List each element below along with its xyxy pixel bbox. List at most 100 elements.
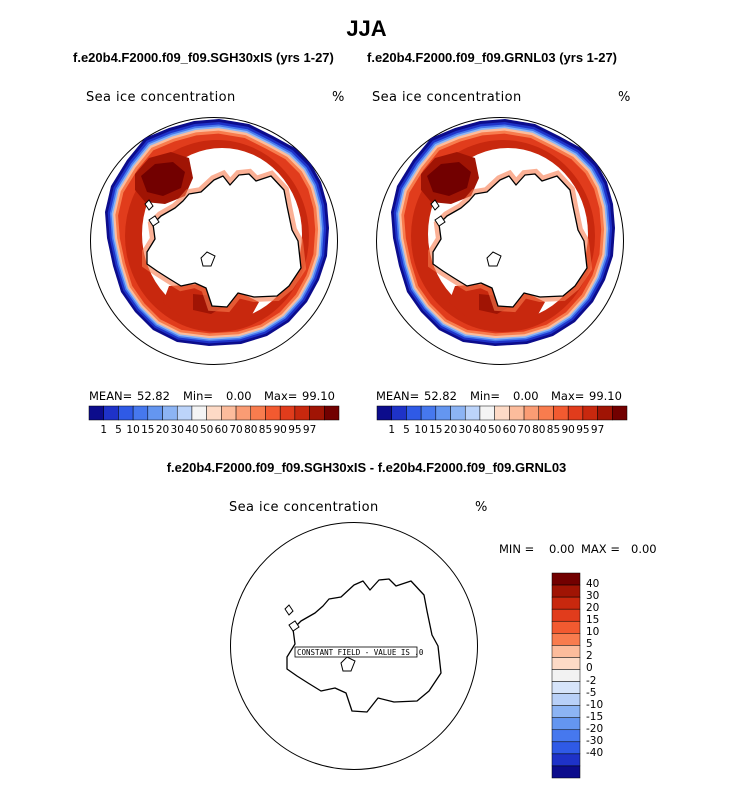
panel-2-colorbar-swatch-1	[391, 405, 407, 421]
panel-2-colorbar-swatch-16	[612, 405, 628, 421]
panel-2-map	[375, 116, 625, 366]
panel-1-min-value: 0.00	[226, 389, 252, 403]
panel-2-colorbar-tick-label: 5	[403, 424, 410, 436]
panel-2-colorbar-swatch-7	[479, 405, 495, 421]
diff-colorbar-swatch-7	[551, 657, 581, 670]
panel-2-island-1	[430, 199, 440, 211]
panel-2-colorbar-swatch-8	[494, 405, 510, 421]
diff-colorbar-swatch-15	[551, 753, 581, 767]
panel-1-colorbar-tick-label: 95	[288, 424, 302, 436]
panel-1-colorbar-tick-label: 90	[273, 424, 287, 436]
diff-map: CONSTANT FIELD - VALUE IS .0	[229, 521, 479, 771]
panel-2-colorbar-tick-label: 20	[443, 424, 458, 436]
diff-colorbar-swatch-2	[551, 596, 581, 610]
diff-colorbar-tick-label: -40	[586, 746, 604, 759]
panel-2-colorbar-tick-label: 97	[590, 424, 605, 436]
diff-colorbar-swatch-10	[551, 693, 581, 706]
panel-1-colorbar-swatch-13	[279, 405, 296, 421]
panel-2-colorbar-swatch-13	[567, 405, 584, 421]
panel-1-colorbar-swatch-3	[132, 405, 149, 421]
diff-colorbar-swatch-13	[551, 729, 581, 743]
diff-field-label: Sea ice concentration	[229, 500, 379, 515]
diff-max-label: MAX =	[581, 542, 620, 556]
diff-colorbar-tick-label: 2	[586, 650, 593, 663]
panel-2-colorbar-swatch-15	[597, 405, 613, 421]
panel-1-colorbar-swatch-1	[103, 405, 119, 421]
panel-1-colorbar-swatch-0	[88, 405, 104, 421]
panel-1-ice-weddell-core	[141, 162, 185, 196]
figure-title: JJA	[346, 16, 387, 41]
panel-1-colorbar-tick-label: 20	[155, 424, 170, 436]
panel-2-ice-weddell-core	[427, 162, 471, 196]
diff-colorbar-tick-label: -5	[586, 686, 597, 699]
panel-1-colorbar-swatch-6	[176, 405, 193, 421]
panel-2-min-value: 0.00	[513, 389, 539, 403]
panel-2-colorbar-tick-label: 10	[414, 424, 428, 436]
panel-1-colorbar-tick-label: 40	[185, 424, 199, 436]
panel-1-island-3	[200, 251, 216, 267]
panel-1-title: f.e20b4.F2000.f09_f09.SGH30xIS (yrs 1-27…	[73, 50, 334, 65]
panel-1-colorbar-swatch-8	[206, 405, 222, 421]
panel-1-colorbar-tick-label: 70	[229, 424, 243, 436]
panel-1-colorbar-swatch-10	[235, 405, 252, 421]
panel-2-colorbar-swatch-0	[376, 405, 392, 421]
diff-colorbar-swatch-14	[551, 741, 581, 755]
panel-1-units: %	[332, 90, 345, 105]
panel-2-colorbar-tick-label: 60	[502, 424, 517, 436]
diff-antarctica	[286, 578, 442, 713]
panel-2-colorbar-tick-label: 85	[546, 424, 561, 436]
panel-2-colorbar-swatch-11	[538, 405, 554, 421]
panel-2-max-value: 99.10	[589, 389, 622, 403]
panel-1-colorbar-tick-label: 97	[302, 424, 317, 436]
diff-colorbar-tick-label: 0	[586, 662, 593, 675]
panel-2-colorbar-swatch-14	[582, 405, 598, 421]
diff-colorbar-tick-label: 30	[586, 590, 600, 603]
panel-2-colorbar-tick-label: 40	[473, 424, 487, 436]
diff-colorbar-swatch-8	[551, 669, 581, 682]
panel-2-colorbar-tick-label: 50	[487, 424, 502, 436]
panel-1-island-2	[148, 215, 160, 227]
panel-2-island-2	[434, 215, 446, 227]
diff-colorbar-swatch-1	[551, 584, 581, 598]
panel-1-colorbar-tick-label: 15	[141, 424, 155, 436]
panel-2-units: %	[618, 90, 631, 105]
diff-island-2	[288, 620, 300, 632]
diff-colorbar-tick-label: -10	[586, 698, 604, 711]
diff-colorbar-tick-label: 20	[586, 602, 600, 615]
diff-colorbar-swatch-3	[551, 608, 581, 622]
panel-1-colorbar-tick-label: 5	[115, 424, 122, 436]
panel-1-colorbar-tick-label: 80	[244, 424, 258, 436]
panel-1-colorbar-ticks: 1 5 10 15 20 30 40 50 60 70 80 85 90 95 97	[89, 424, 339, 438]
panel-1-colorbar-swatch-12	[265, 405, 281, 421]
diff-colorbar	[551, 572, 581, 779]
panel-1-mean-label: MEAN=	[89, 389, 133, 403]
diff-annotation-box	[294, 646, 418, 658]
panel-2-colorbar	[376, 405, 628, 421]
diff-colorbar-swatch-5	[551, 633, 581, 646]
panel-2-colorbar-swatch-4	[435, 405, 451, 421]
panel-2-colorbar-ticks: 1 5 10 15 20 30 40 50 60 70 80 85 90 95 97	[377, 424, 627, 438]
panel-1-antarctica	[146, 173, 302, 308]
panel-1-colorbar-swatch-5	[162, 405, 178, 421]
panel-2-colorbar-tick-label: 30	[458, 424, 472, 436]
panel-1-map	[89, 116, 339, 366]
panel-2-max-label: Max=	[551, 389, 585, 403]
panel-1-colorbar-tick-label: 30	[170, 424, 184, 436]
panel-2-colorbar-tick-label: 90	[561, 424, 575, 436]
panel-2-colorbar-tick-label: 70	[517, 424, 531, 436]
panel-1-colorbar-tick-label: 50	[199, 424, 214, 436]
diff-colorbar-tick-label: 15	[586, 614, 600, 627]
panel-2-colorbar-tick-label: 95	[576, 424, 590, 436]
panel-2-min-label: Min=	[470, 389, 501, 403]
panel-1-colorbar-swatch-4	[147, 405, 163, 421]
panel-2-colorbar-swatch-10	[523, 405, 540, 421]
panel-2-mean-value: 52.82	[424, 389, 457, 403]
panel-1-colorbar-tick-label: 85	[258, 424, 273, 436]
panel-2-field-label: Sea ice concentration	[372, 90, 522, 105]
panel-2-colorbar-swatch-2	[406, 405, 422, 421]
diff-island-3	[340, 656, 356, 672]
panel-1-min-label: Min=	[183, 389, 214, 403]
panel-2-colorbar-tick-label: 80	[532, 424, 546, 436]
diff-max-value: 0.00	[631, 542, 657, 556]
diff-colorbar-swatch-12	[551, 717, 581, 731]
